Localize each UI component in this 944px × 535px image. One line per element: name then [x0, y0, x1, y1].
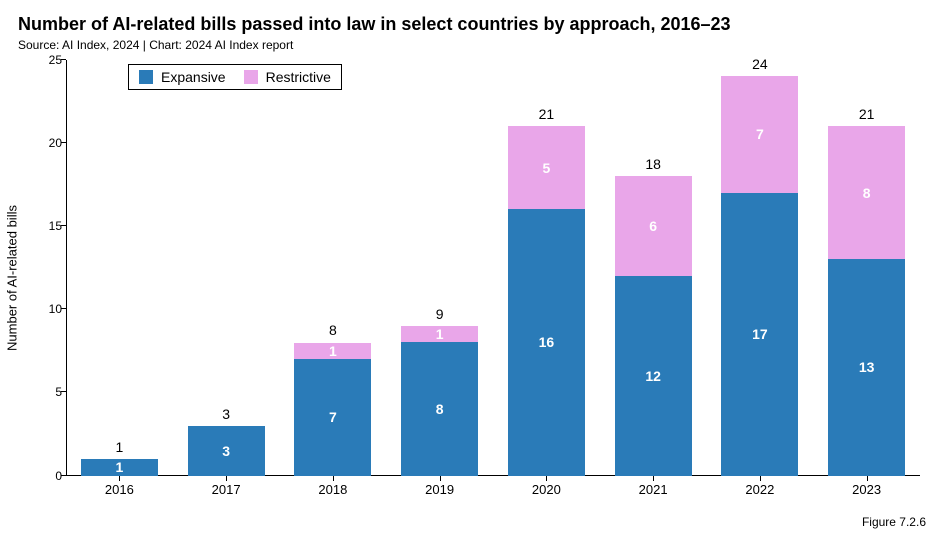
bar-slot: 202313821	[813, 60, 920, 476]
x-tick-mark	[867, 476, 868, 481]
y-tick-mark	[61, 308, 66, 309]
y-axis-label: Number of AI-related bills	[5, 205, 20, 351]
bar-segment-value: 5	[508, 160, 585, 176]
bar-total-label: 3	[188, 406, 265, 422]
bar-segment-value: 7	[294, 409, 371, 425]
bar-segment-expansive: 13	[828, 259, 905, 475]
y-tick-label: 0	[38, 469, 62, 483]
bar-segment-value: 1	[294, 343, 371, 359]
bar-segment-restrictive: 6	[615, 176, 692, 276]
bar-segment-value: 12	[615, 368, 692, 384]
y-tick-label: 5	[38, 385, 62, 399]
legend-item-expansive: Expansive	[139, 69, 226, 85]
bar-segment-value: 3	[188, 443, 265, 459]
x-tick-label: 2018	[318, 482, 347, 497]
x-tick-label: 2023	[852, 482, 881, 497]
bar-segment-expansive: 3	[188, 426, 265, 476]
bar-slot: 202112618	[600, 60, 707, 476]
bar-total-label: 9	[401, 306, 478, 322]
bar-total-label: 1	[81, 439, 158, 455]
plot-area: Expansive Restrictive 0510152025 2016112…	[66, 60, 920, 476]
x-tick-mark	[760, 476, 761, 481]
bar-total-label: 18	[615, 156, 692, 172]
x-tick-mark	[546, 476, 547, 481]
y-tick-mark	[61, 225, 66, 226]
legend-label-expansive: Expansive	[161, 69, 226, 85]
bar-segment-value: 6	[615, 218, 692, 234]
bar-segment-expansive: 1	[81, 459, 158, 476]
y-tick-mark	[61, 59, 66, 60]
bar-stack: 718	[294, 342, 371, 475]
bar-segment-restrictive: 5	[508, 126, 585, 209]
bar-segment-restrictive: 8	[828, 126, 905, 259]
y-tick-mark	[61, 142, 66, 143]
legend-label-restrictive: Restrictive	[266, 69, 331, 85]
bar-segment-restrictive: 7	[721, 76, 798, 192]
x-tick-mark	[119, 476, 120, 481]
bar-stack: 12618	[615, 176, 692, 476]
bar-stack: 16521	[508, 126, 585, 475]
bar-slot: 201611	[66, 60, 173, 476]
bar-segment-expansive: 8	[401, 342, 478, 475]
y-tick-mark	[61, 391, 66, 392]
figure-tag: Figure 7.2.6	[862, 515, 926, 529]
x-tick-mark	[226, 476, 227, 481]
bar-total-label: 21	[508, 106, 585, 122]
bar-segment-expansive: 16	[508, 209, 585, 475]
bar-segment-value: 8	[401, 401, 478, 417]
chart-title: Number of AI-related bills passed into l…	[18, 14, 926, 36]
bar-segment-expansive: 7	[294, 359, 371, 475]
x-tick-label: 2021	[639, 482, 668, 497]
chart-row: Number of AI-related bills Expansive Res…	[18, 58, 926, 498]
bar-slot: 2018718	[280, 60, 387, 476]
bar-segment-value: 16	[508, 334, 585, 350]
bar-total-label: 24	[721, 56, 798, 72]
x-tick-mark	[333, 476, 334, 481]
y-ticks: 0510152025	[38, 60, 62, 476]
bar-stack: 819	[401, 326, 478, 476]
y-tick-mark	[61, 475, 66, 476]
bar-slot: 2019819	[386, 60, 493, 476]
bar-segment-expansive: 12	[615, 276, 692, 476]
bar-total-label: 21	[828, 106, 905, 122]
bar-total-label: 8	[294, 322, 371, 338]
x-tick-label: 2019	[425, 482, 454, 497]
chart-subtitle: Source: AI Index, 2024 | Chart: 2024 AI …	[18, 38, 926, 52]
x-tick-label: 2020	[532, 482, 561, 497]
bar-slot: 201733	[173, 60, 280, 476]
bar-slot: 202016521	[493, 60, 600, 476]
legend: Expansive Restrictive	[128, 64, 342, 90]
bar-segment-value: 17	[721, 326, 798, 342]
x-tick-mark	[653, 476, 654, 481]
x-tick-label: 2017	[212, 482, 241, 497]
legend-swatch-expansive	[139, 70, 153, 84]
bar-stack: 11	[81, 459, 158, 476]
y-tick-label: 20	[38, 136, 62, 150]
bar-stack: 33	[188, 426, 265, 476]
bar-segment-value: 8	[828, 185, 905, 201]
legend-item-restrictive: Restrictive	[244, 69, 331, 85]
bar-segment-value: 13	[828, 359, 905, 375]
bar-segment-value: 7	[721, 126, 798, 142]
y-tick-label: 15	[38, 219, 62, 233]
x-tick-label: 2022	[745, 482, 774, 497]
bar-segment-expansive: 17	[721, 193, 798, 476]
bar-segment-value: 1	[401, 326, 478, 342]
x-tick-mark	[440, 476, 441, 481]
bar-segment-restrictive: 1	[401, 326, 478, 343]
legend-swatch-restrictive	[244, 70, 258, 84]
bar-segment-value: 1	[81, 459, 158, 475]
bar-slot: 202217724	[707, 60, 814, 476]
chart-container: Number of AI-related bills passed into l…	[0, 0, 944, 535]
bar-segment-restrictive: 1	[294, 343, 371, 360]
y-tick-label: 10	[38, 302, 62, 316]
bars-layer: 2016112017332018718201981920201652120211…	[66, 60, 920, 476]
x-tick-label: 2016	[105, 482, 134, 497]
bar-stack: 17724	[721, 76, 798, 475]
bar-stack: 13821	[828, 126, 905, 475]
y-tick-label: 25	[38, 53, 62, 67]
